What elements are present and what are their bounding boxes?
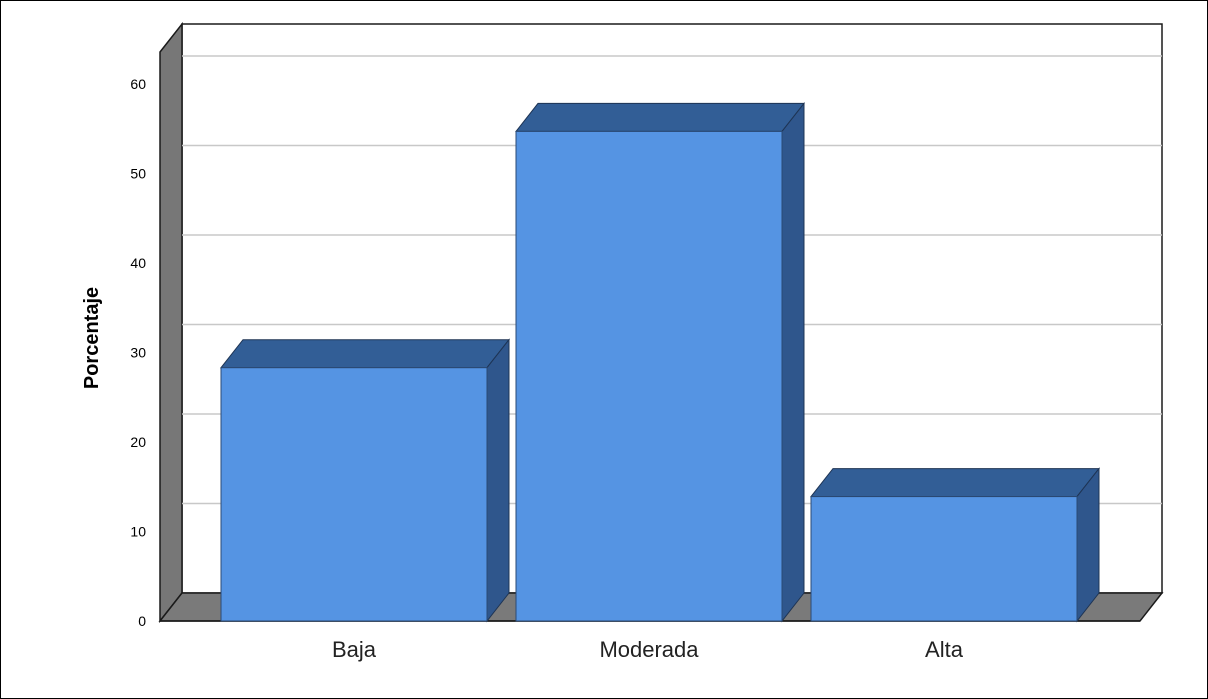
y-tick-label: 40	[130, 255, 146, 271]
x-tick-label: Alta	[925, 637, 964, 662]
bar-side-moderada	[781, 101, 805, 623]
x-tick-label: Moderada	[599, 637, 699, 662]
bar-top-baja	[219, 339, 511, 369]
y-tick-label: 50	[130, 166, 146, 182]
left-wall	[159, 21, 183, 624]
bar-moderada	[515, 130, 783, 622]
y-tick-label: 10	[130, 524, 146, 540]
x-axis-labels: Baja Moderada Alta	[332, 637, 964, 662]
bar-alta	[810, 496, 1078, 622]
bar-side-baja	[486, 338, 510, 623]
bars	[219, 101, 1101, 623]
bar-top-alta	[809, 468, 1101, 498]
y-tick-label: 60	[130, 76, 146, 92]
y-tick-label: 30	[130, 345, 146, 361]
y-axis-ticks: 0 10 20 30 40 50 60	[130, 76, 146, 629]
y-axis-title: Porcentaje	[81, 287, 103, 389]
y-tick-label: 20	[130, 434, 146, 450]
y-tick-label: 0	[138, 613, 146, 629]
bar-baja	[220, 367, 488, 622]
x-tick-label: Baja	[332, 637, 377, 662]
bar-top-moderada	[514, 102, 806, 132]
